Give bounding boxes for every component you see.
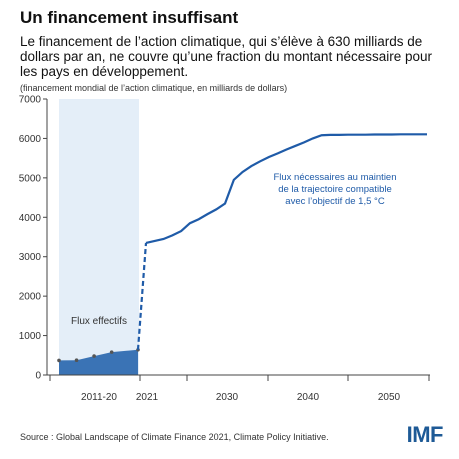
x-tick-label: 2040 — [297, 392, 320, 403]
needed-flows-label: Flux nécessaires au maintien — [273, 172, 396, 183]
needed-flows-line — [145, 133, 427, 244]
y-tick-label: 6000 — [19, 134, 42, 145]
needed-flows-label: de la trajectoire compatible — [278, 184, 392, 195]
actual-flow-point — [74, 358, 79, 363]
units-note: (financement mondial de l’action climati… — [20, 83, 288, 93]
y-tick-label: 0 — [35, 371, 41, 382]
chart-title: Un financement insuffisant — [20, 8, 239, 27]
y-tick-label: 3000 — [19, 252, 42, 263]
y-tick-label: 1000 — [19, 331, 42, 342]
x-tick-label: 2030 — [216, 392, 239, 403]
transition-dashed-line — [136, 242, 148, 350]
y-tick-label: 4000 — [19, 213, 42, 224]
actual-flow-point — [109, 350, 114, 354]
imf-logo: IMF — [406, 422, 444, 447]
x-tick-label: 2021 — [136, 392, 159, 403]
actual-flow-point — [57, 358, 61, 363]
needed-flows-label: avec l’objectif de 1,5 °C — [285, 196, 385, 207]
actual-period-band — [59, 99, 139, 375]
actual-flows-label: Flux effectifs — [71, 316, 127, 327]
chart-subtitle: Le financement de l’action climatique, q… — [20, 34, 433, 79]
x-tick-label: 2011-20 — [81, 392, 117, 403]
y-tick-label: 5000 — [19, 173, 42, 184]
y-tick-label: 2000 — [19, 292, 42, 303]
source-note: Source : Global Landscape of Climate Fin… — [20, 432, 329, 442]
y-tick-label: 7000 — [19, 95, 42, 106]
x-tick-label: 2050 — [378, 392, 401, 403]
actual-flow-point — [92, 354, 96, 358]
actual-flows-area — [59, 349, 138, 375]
